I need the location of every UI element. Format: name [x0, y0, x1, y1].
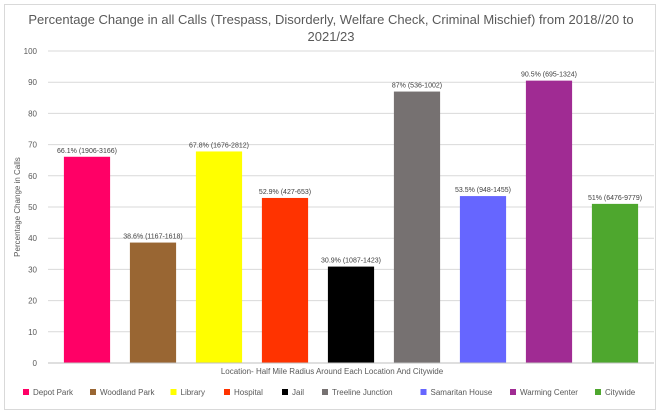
legend-swatch [224, 389, 230, 395]
bar-depot-park [63, 156, 111, 363]
bar-citywide [591, 203, 639, 363]
chart-title-line-2: 2021/23 [307, 29, 355, 44]
legend-label: Treeline Junction [332, 388, 393, 397]
y-axis-ticks: 0 10 20 30 40 50 60 70 80 90 100 [24, 47, 38, 368]
legend: Depot Park Woodland Park Library Hospital Ja… [23, 388, 636, 397]
legend-label: Warming Center [520, 388, 578, 397]
x-axis-title: Location- Half Mile Radius Around Each L… [221, 367, 444, 376]
bars [63, 80, 639, 363]
y-tick-label: 80 [28, 109, 37, 118]
data-label: 30.9% (1087-1423) [321, 258, 381, 265]
legend-label: Samaritan House [431, 388, 493, 397]
legend-swatch [23, 389, 29, 395]
bar-jail [327, 266, 375, 363]
legend-label: Citywide [605, 388, 636, 397]
data-label: 87% (536-1002) [392, 83, 442, 90]
data-label: 53.5% (948-1455) [455, 187, 511, 194]
y-tick-label: 40 [28, 234, 37, 243]
legend-swatch [282, 389, 288, 395]
legend-label: Jail [292, 388, 304, 397]
y-tick-label: 90 [28, 78, 37, 87]
legend-swatch [420, 389, 427, 395]
legend-swatch [595, 389, 601, 395]
legend-label: Depot Park [33, 388, 74, 397]
y-tick-label: 70 [28, 141, 37, 150]
data-label: 67.8% (1676-2812) [189, 142, 249, 149]
legend-label: Woodland Park [100, 388, 156, 397]
y-tick-label: 30 [28, 265, 37, 274]
y-tick-label: 0 [33, 359, 38, 368]
y-tick-label: 10 [28, 328, 37, 337]
bar-warming-center [525, 80, 573, 363]
legend-label: Hospital [234, 388, 263, 397]
data-label: 51% (6476-9779) [588, 195, 642, 202]
data-label: 38.6% (1167-1618) [123, 234, 182, 241]
bar-hospital [261, 197, 309, 363]
y-tick-label: 50 [28, 203, 37, 212]
data-label: 52.9% (427-653) [259, 189, 311, 196]
y-tick-label: 20 [28, 297, 37, 306]
y-tick-label: 60 [28, 172, 37, 181]
bar-treeline-junction [393, 91, 441, 363]
data-label: 66.1% (1906-3166) [57, 148, 117, 155]
y-tick-label: 100 [24, 47, 38, 56]
legend-swatch [322, 389, 328, 395]
chart-title-line-1: Percentage Change in all Calls (Trespass… [28, 12, 634, 27]
data-labels: 66.1% (1906-3166) 38.6% (1167-1618) 67.8% … [57, 72, 642, 265]
legend-swatch [510, 389, 516, 395]
bar-samaritan-house [459, 196, 507, 363]
legend-swatch [170, 389, 177, 395]
bar-woodland-park [129, 242, 177, 363]
bar-library [195, 151, 243, 363]
data-label: 90.5% (695-1324) [521, 72, 577, 79]
legend-label: Library [181, 388, 205, 397]
y-axis-title: Percentage Change in Calls [13, 157, 22, 257]
legend-swatch [90, 389, 96, 395]
